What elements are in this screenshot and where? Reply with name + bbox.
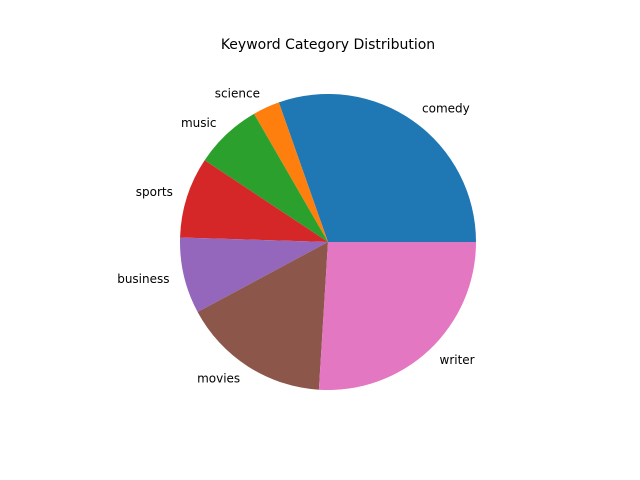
pie-slice-movies [197,242,328,390]
pie-slice-writer [318,242,476,390]
slice-label-writer: writer [440,353,475,367]
slice-label-business: business [117,272,169,286]
slice-label-science: science [215,87,260,101]
slice-label-sports: sports [136,185,173,199]
chart-title: Keyword Category Distribution [221,37,435,53]
pie-slices [180,94,476,390]
slice-label-music: music [181,116,216,130]
slice-label-comedy: comedy [422,102,470,116]
pie-slice-music [204,113,328,242]
slice-label-movies: movies [197,372,240,386]
pie-slice-science [254,102,328,242]
pie-slice-labels: comedy science music sports business movies wr… [117,87,474,386]
pie-slice-comedy [278,94,476,242]
pie-slice-sports [180,160,328,242]
pie-slice-business [180,237,328,313]
